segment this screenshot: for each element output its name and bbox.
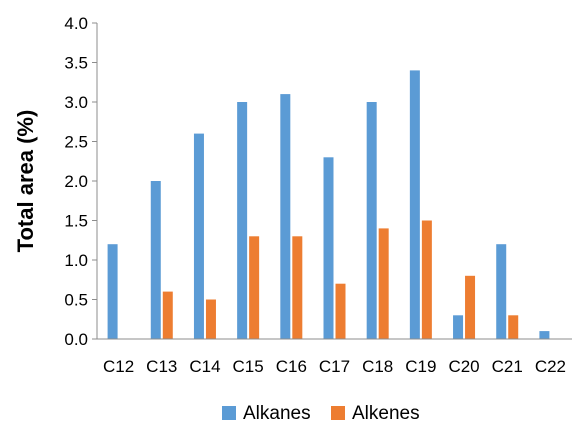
x-tick-label: C19 — [405, 357, 436, 376]
x-tick-label: C14 — [189, 357, 220, 376]
bar-alkenes-c13 — [162, 291, 173, 339]
bar-alkenes-c15 — [249, 236, 260, 339]
legend-label-alkanes: Alkanes — [243, 403, 311, 424]
legend-swatch-alkenes — [331, 406, 345, 420]
bar-alkanes-c16 — [280, 94, 291, 339]
x-tick-label: C21 — [492, 357, 523, 376]
y-tick-label: 0.5 — [64, 291, 88, 310]
bar-alkanes-c12 — [107, 244, 118, 339]
bar-alkenes-c21 — [508, 315, 519, 339]
bar-alkenes-c19 — [421, 220, 432, 339]
y-tick-label: 2.5 — [64, 133, 88, 152]
x-tick-label: C20 — [448, 357, 479, 376]
bar-alkanes-c18 — [366, 102, 377, 339]
x-tick-label: C16 — [276, 357, 307, 376]
legend: Alkanes Alkenes — [222, 403, 420, 424]
bar-alkenes-c14 — [205, 299, 216, 339]
y-tick-label: 4.0 — [64, 14, 88, 33]
bar-alkanes-c14 — [193, 133, 204, 339]
x-tick-label: C15 — [233, 357, 264, 376]
bar-alkanes-c22 — [539, 331, 550, 339]
bar-alkenes-c18 — [378, 228, 389, 339]
bar-alkanes-c20 — [453, 315, 464, 339]
bar-alkanes-c17 — [323, 157, 334, 339]
bar-alkenes-c20 — [465, 275, 476, 339]
bar-alkanes-c15 — [237, 102, 248, 339]
y-tick-label: 1.0 — [64, 251, 88, 270]
y-tick-label: 3.0 — [64, 93, 88, 112]
y-tick-label: 1.5 — [64, 212, 88, 231]
y-tick-label: 2.0 — [64, 172, 88, 191]
bar-alkanes-c21 — [496, 244, 507, 339]
legend-label-alkenes: Alkenes — [352, 403, 420, 424]
y-tick-label: 3.5 — [64, 54, 88, 73]
bars — [107, 70, 550, 340]
bar-alkanes-c13 — [150, 181, 161, 339]
x-tick-label: C18 — [362, 357, 393, 376]
y-axis: 0.0 0.5 1.0 1.5 2.0 2.5 3.0 3.5 4.0 — [64, 14, 98, 349]
x-tick-label: C17 — [319, 357, 350, 376]
y-tick-label: 0.0 — [64, 330, 88, 349]
x-tick-label: C12 — [103, 357, 134, 376]
bar-alkanes-c19 — [409, 70, 420, 340]
bar-alkenes-c16 — [292, 236, 303, 339]
legend-swatch-alkanes — [222, 406, 236, 420]
x-axis: C12 C13 C14 C15 C16 C17 C18 C19 C20 C21 C22 — [97, 338, 572, 376]
bar-alkenes-c17 — [335, 283, 346, 339]
x-tick-label: C22 — [535, 357, 566, 376]
x-tick-label: C13 — [146, 357, 177, 376]
y-axis-label: Total area (%) — [13, 110, 38, 253]
